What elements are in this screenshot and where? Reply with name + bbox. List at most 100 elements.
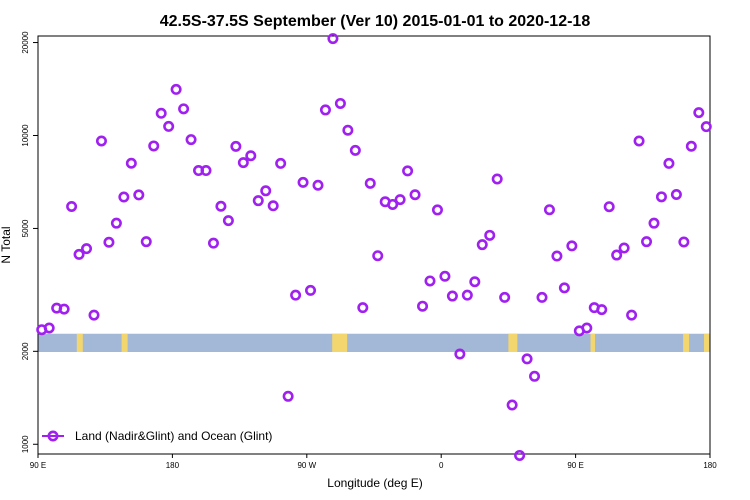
data-point — [110, 217, 122, 229]
data-point — [506, 399, 518, 411]
data-point — [200, 165, 212, 177]
y-tick-label: 2000 — [21, 342, 30, 360]
data-point — [648, 217, 660, 229]
legend: Land (Nadir&Glint) and Ocean (Glint) — [42, 429, 272, 443]
data-point — [417, 300, 429, 312]
data-point — [118, 191, 130, 203]
data-point — [349, 144, 361, 156]
data-point — [282, 390, 294, 402]
data-point — [603, 201, 615, 213]
data-point — [230, 140, 242, 152]
data-point — [476, 239, 488, 251]
x-tick-label: 90 E — [30, 461, 46, 470]
data-point — [319, 104, 331, 116]
legend-marker — [47, 430, 59, 442]
land-patch — [332, 333, 348, 352]
y-axis: 1000 2000 5000 10000 20000 — [21, 31, 38, 453]
data-point — [245, 150, 257, 162]
data-point — [73, 248, 85, 260]
data-point — [431, 204, 443, 216]
chart-title: 42.5S-37.5S September (Ver 10) 2015-01-0… — [160, 13, 591, 30]
data-point — [529, 370, 541, 382]
data-point — [409, 189, 421, 201]
data-point — [178, 103, 190, 115]
data-point — [536, 291, 548, 303]
data-point — [461, 289, 473, 301]
land-patch — [76, 333, 83, 352]
data-point — [394, 194, 406, 206]
data-point — [290, 289, 302, 301]
x-axis: 90 E 180 90 W 0 90 E 180 — [30, 454, 717, 470]
data-point — [125, 157, 137, 169]
plot-frame — [37, 35, 711, 455]
data-point — [342, 124, 354, 136]
data-point — [252, 195, 264, 207]
data-point — [140, 236, 152, 248]
data-point — [551, 250, 563, 262]
data-point — [566, 240, 578, 252]
data-point — [267, 200, 279, 212]
data-point — [469, 276, 481, 288]
data-point — [491, 173, 503, 185]
data-point — [514, 449, 526, 461]
x-tick-label: 180 — [703, 461, 717, 470]
data-point — [641, 236, 653, 248]
y-tick-label: 5000 — [21, 219, 30, 237]
ocean-band — [38, 333, 710, 352]
data-point — [543, 204, 555, 216]
data-point — [700, 121, 712, 133]
data-point — [305, 284, 317, 296]
data-point — [424, 275, 436, 287]
data-point — [95, 135, 107, 147]
data-point — [334, 97, 346, 109]
data-point — [499, 291, 511, 303]
land-patch — [590, 333, 596, 352]
data-point — [155, 107, 167, 119]
data-point — [439, 270, 451, 282]
data-point — [312, 179, 324, 191]
land-patch — [121, 333, 128, 352]
land-patch — [508, 333, 518, 352]
data-point — [618, 242, 630, 254]
surface-band — [38, 333, 710, 352]
y-axis-label: N Total — [0, 226, 13, 263]
data-point — [626, 309, 638, 321]
data-point — [484, 229, 496, 241]
data-point — [163, 120, 175, 132]
data-point — [81, 243, 93, 255]
land-patch — [683, 333, 690, 352]
data-point — [88, 309, 100, 321]
data-point — [66, 200, 78, 212]
data-point — [222, 215, 234, 227]
data-point — [655, 191, 667, 203]
data-point — [558, 282, 570, 294]
data-point — [357, 302, 369, 314]
data-point — [446, 290, 458, 302]
data-point — [670, 189, 682, 201]
x-tick-label: 180 — [166, 461, 180, 470]
land-patch — [704, 333, 710, 352]
data-point — [364, 177, 376, 189]
data-point — [207, 237, 219, 249]
data-point — [663, 157, 675, 169]
data-point — [43, 322, 55, 334]
data-point — [237, 157, 249, 169]
data-point — [685, 140, 697, 152]
x-tick-label: 90 W — [297, 461, 316, 470]
y-tick-label: 1000 — [21, 435, 30, 453]
data-point — [387, 198, 399, 210]
data-point — [170, 83, 182, 95]
data-point — [103, 236, 115, 248]
x-tick-label: 90 E — [567, 461, 583, 470]
data-point — [521, 353, 533, 365]
data-point — [133, 189, 145, 201]
data-point — [611, 249, 623, 261]
y-tick-label: 20000 — [21, 31, 30, 54]
x-axis-label: Longitude (deg E) — [327, 476, 422, 490]
data-point — [693, 107, 705, 119]
data-point — [148, 140, 160, 152]
data-point — [327, 33, 339, 45]
data-point — [297, 176, 309, 188]
data-point — [596, 304, 608, 316]
